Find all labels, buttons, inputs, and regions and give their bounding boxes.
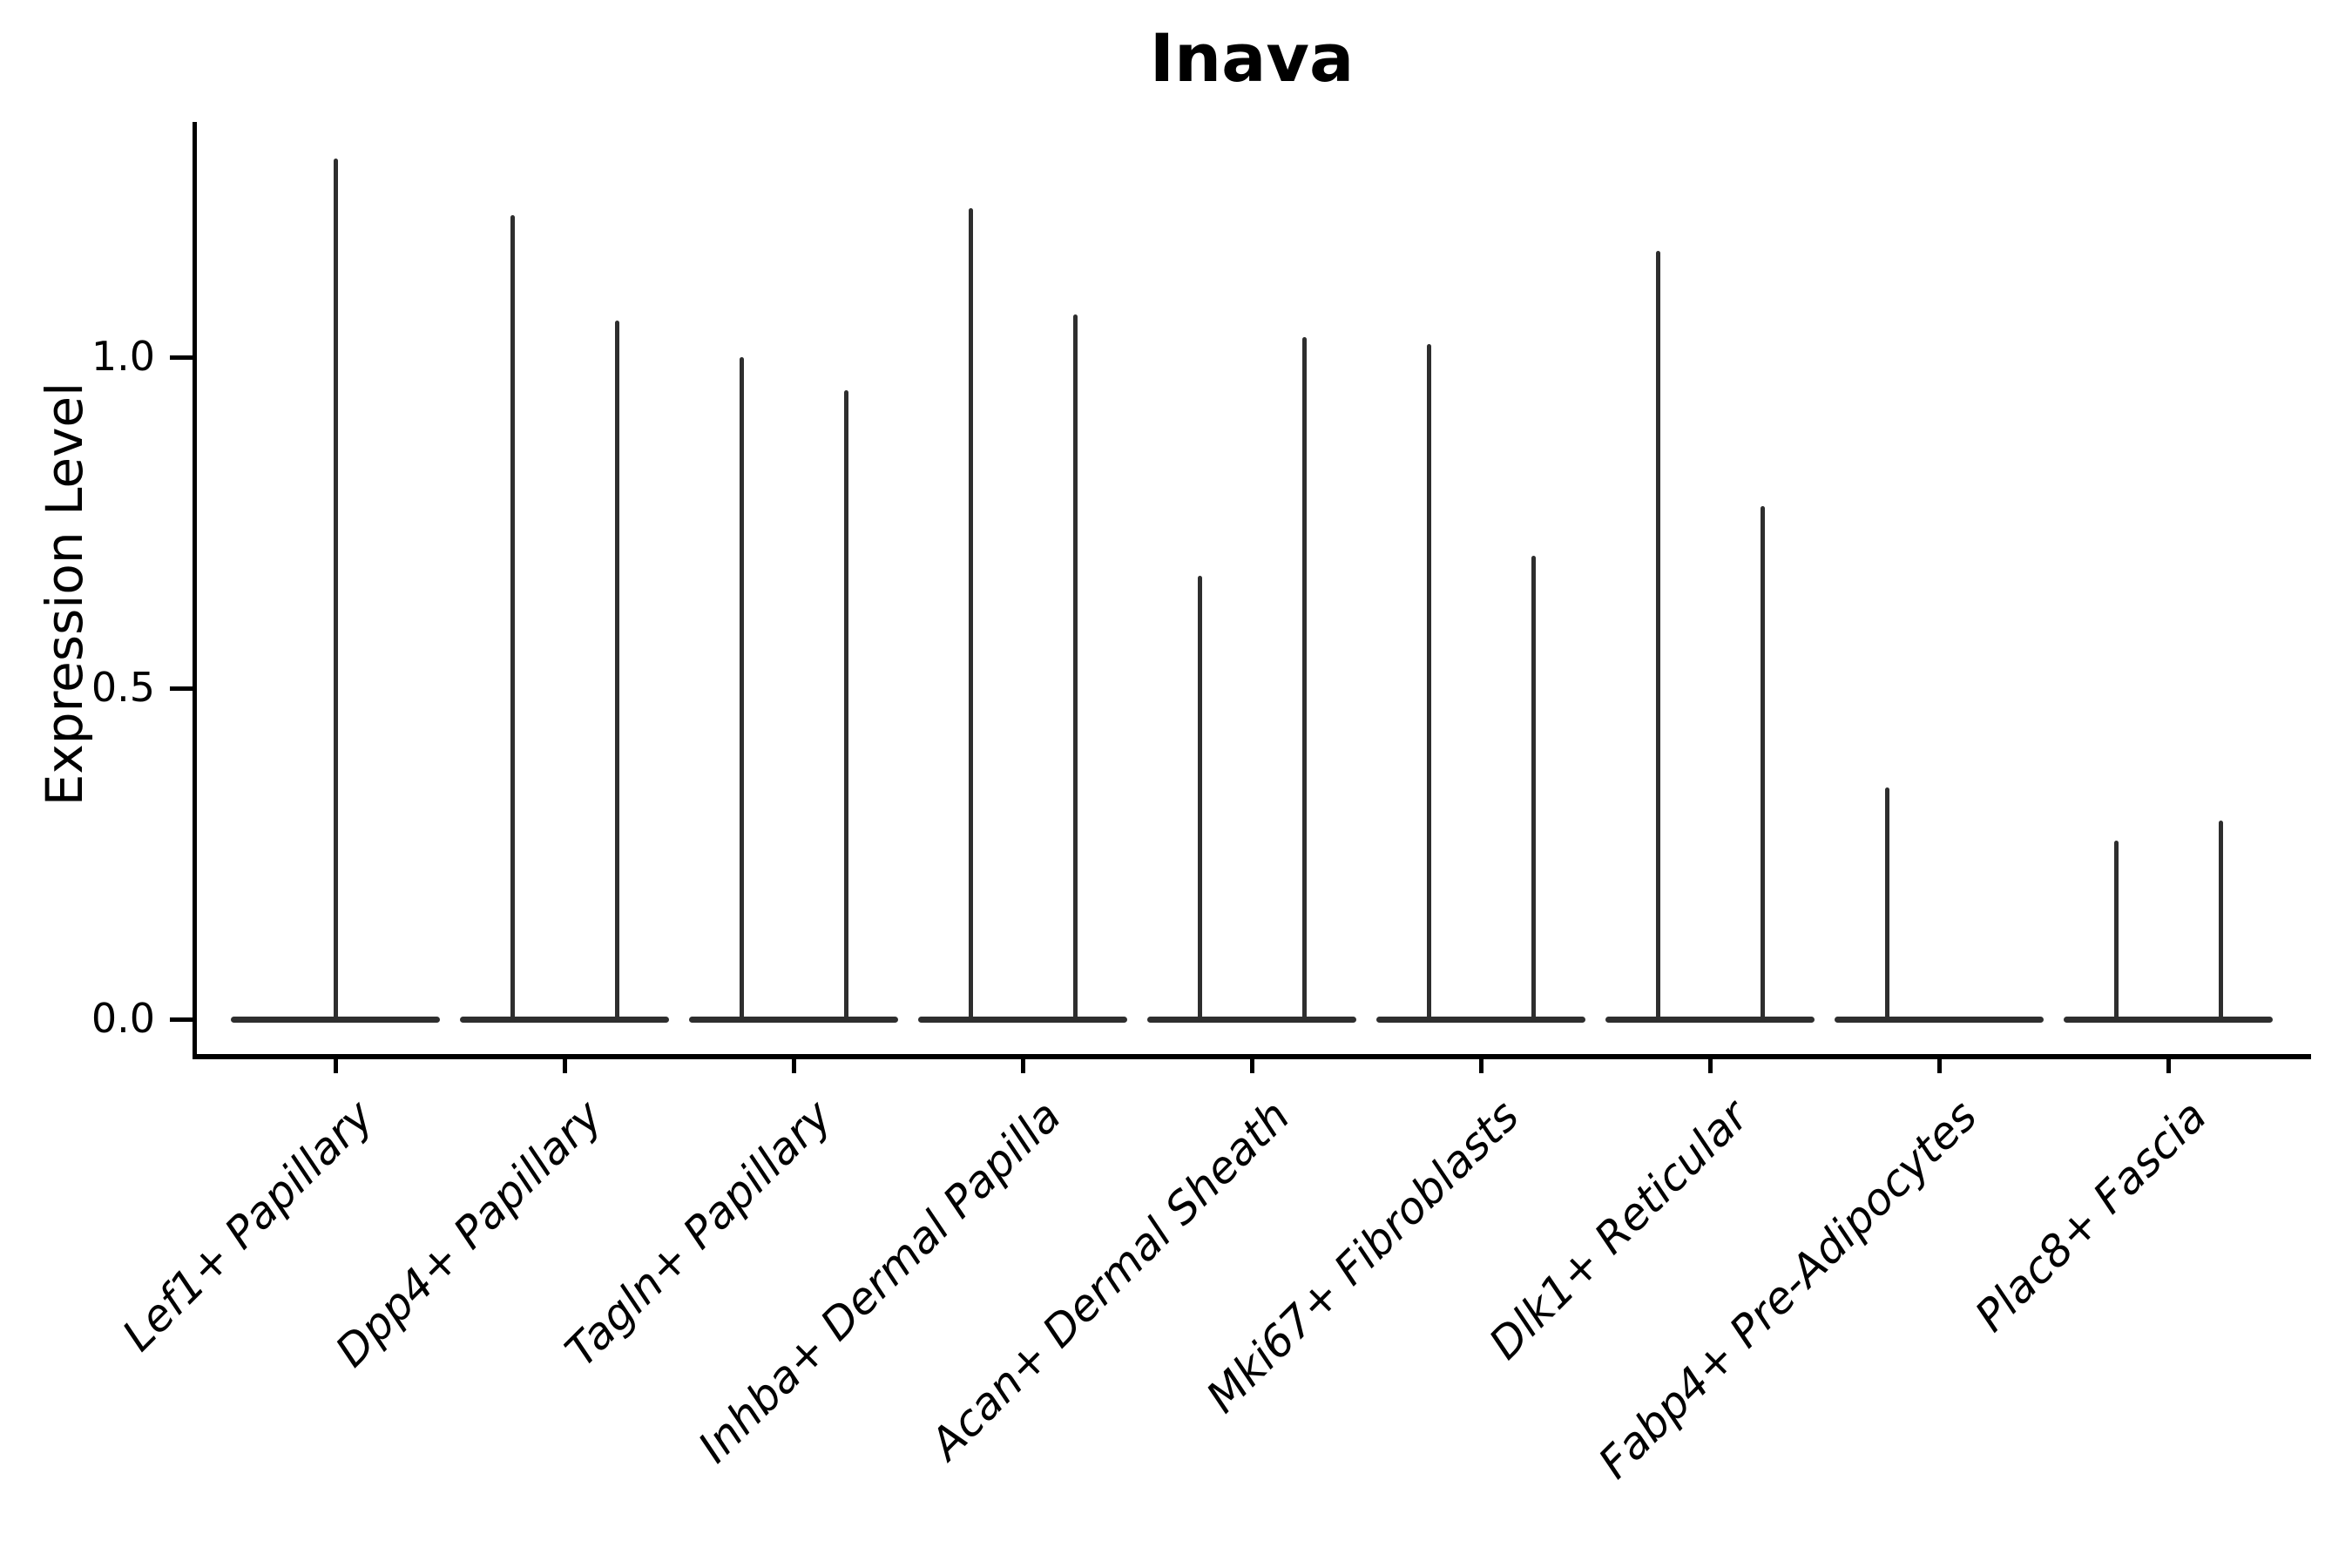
x-tick xyxy=(1020,1059,1025,1073)
x-tick xyxy=(562,1059,567,1073)
x-tick-label: Lef1+ Papillary xyxy=(112,1090,383,1362)
x-tick xyxy=(1249,1059,1254,1073)
x-tick xyxy=(333,1059,338,1073)
violin-spike xyxy=(1531,556,1536,1022)
violin-spike xyxy=(1426,343,1431,1022)
violin-spike xyxy=(2218,821,2223,1022)
x-tick xyxy=(1478,1059,1484,1073)
chart-title: Inava xyxy=(1149,19,1355,97)
y-tick-label: 1.0 xyxy=(91,332,155,380)
y-axis-spine xyxy=(193,122,197,1059)
x-tick xyxy=(2166,1059,2171,1073)
violin-baseline xyxy=(1376,1016,1585,1023)
x-tick-label: Plac8+ Fascia xyxy=(1964,1090,2216,1342)
x-tick-label: Fabp4+ Pre-Adipocytes xyxy=(1589,1090,1987,1489)
y-tick-label: 0.0 xyxy=(91,994,155,1042)
violin-spike xyxy=(843,390,848,1022)
violin-spike xyxy=(1197,575,1202,1022)
violin-baseline xyxy=(1605,1016,1815,1023)
violin-spike xyxy=(739,357,744,1022)
violin-spike xyxy=(968,208,973,1022)
y-tick-label: 0.5 xyxy=(91,663,155,711)
violin-spike xyxy=(1655,251,1660,1022)
x-tick xyxy=(1707,1059,1713,1073)
violin-spike xyxy=(614,321,619,1022)
violin-baseline xyxy=(460,1016,669,1023)
x-tick xyxy=(791,1059,796,1073)
violin-spike xyxy=(510,214,515,1022)
x-axis-spine xyxy=(193,1054,2311,1059)
violin-baseline xyxy=(1835,1016,2044,1023)
violin-spike xyxy=(333,159,338,1022)
violin-baseline xyxy=(689,1016,898,1023)
x-tick xyxy=(1936,1059,1942,1073)
violin-spike xyxy=(1884,787,1889,1022)
y-tick xyxy=(170,355,193,360)
violin-baseline xyxy=(1147,1016,1356,1023)
violin-baseline xyxy=(918,1016,1127,1023)
violin-spike xyxy=(1301,337,1307,1022)
violin-spike xyxy=(2113,840,2119,1022)
violin-spike xyxy=(1072,314,1078,1022)
violin-spike xyxy=(1760,506,1765,1022)
y-tick xyxy=(170,686,193,691)
y-axis-label: Expression Level xyxy=(35,382,94,807)
violin-baseline xyxy=(2064,1016,2273,1023)
y-tick xyxy=(170,1017,193,1022)
